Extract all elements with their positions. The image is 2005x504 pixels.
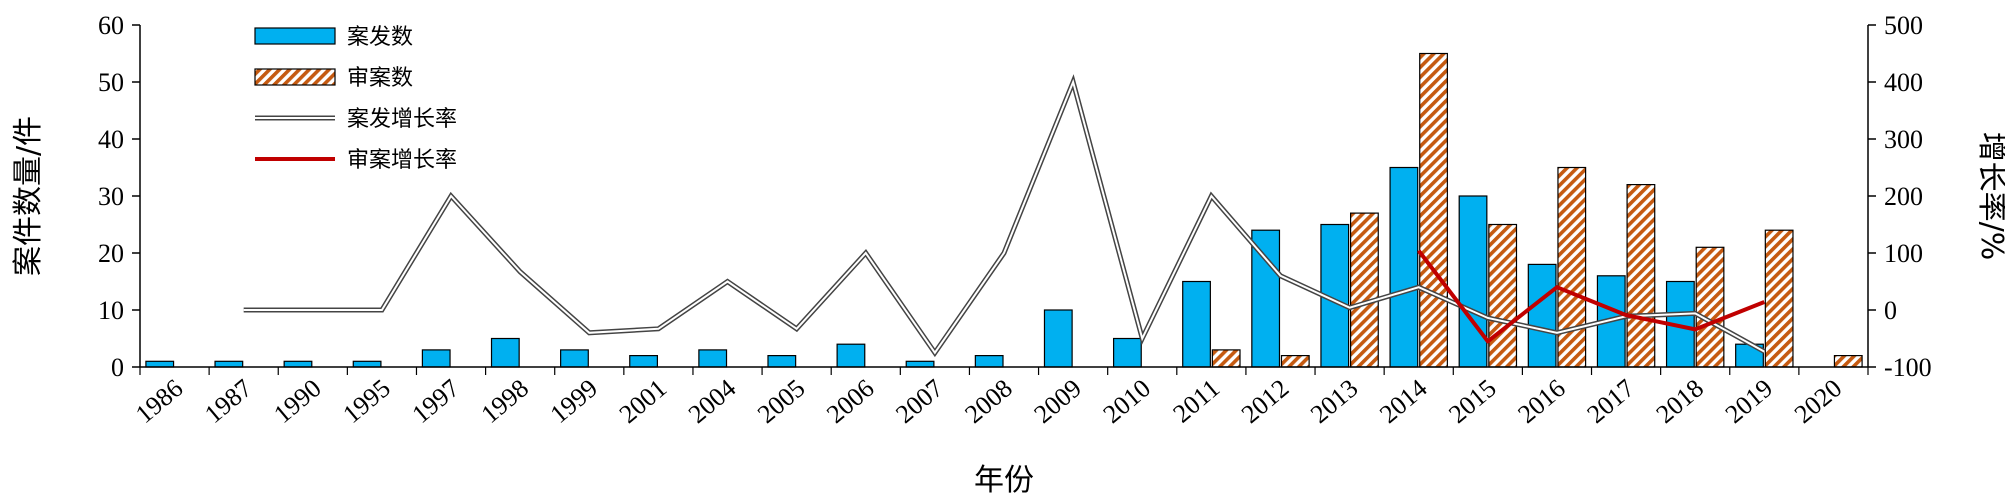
legend-label-0: 案发数	[347, 25, 413, 50]
bar-cases-2006	[836, 343, 866, 368]
x-tick-label: 2009	[1029, 373, 1087, 429]
bar-cases-1998	[490, 337, 520, 368]
y-right-tick-label: 0	[1884, 296, 1897, 325]
x-tick-label: 2019	[1720, 373, 1778, 429]
bar-cases-2016	[1527, 263, 1557, 368]
x-tick-label: 1995	[337, 373, 395, 429]
y-left-tick-label: 50	[98, 68, 124, 97]
x-tick-label: 2020	[1789, 373, 1847, 429]
x-tick-label: 2011	[1167, 373, 1225, 428]
x-tick-label: 2006	[821, 373, 879, 429]
bar-cases-1997	[421, 349, 451, 368]
x-tick-label: 2010	[1098, 373, 1156, 429]
x-tick-label: 1998	[476, 373, 534, 429]
y-right-tick-label: 400	[1884, 68, 1923, 97]
bar-cases-2010	[1112, 337, 1142, 368]
y-axis-right-title: 增长率/%	[1974, 132, 2005, 261]
bar-trials-2011	[1211, 349, 1241, 368]
x-tick-label: 2007	[890, 373, 948, 429]
bar-trials-2016	[1557, 166, 1587, 368]
bar-cases-1986	[145, 360, 175, 368]
bar-cases-2008	[974, 355, 1004, 368]
y-axis-left-title: 案件数量/件	[11, 116, 46, 276]
x-tick-label: 2001	[614, 373, 672, 429]
legend-label-1: 审案数	[347, 66, 413, 91]
x-axis-title: 年份	[974, 463, 1034, 498]
bar-trials-2014	[1419, 52, 1448, 368]
y-right-tick-label: 100	[1884, 239, 1923, 268]
y-left-tick-label: 10	[98, 296, 124, 325]
bar-cases-2012	[1251, 229, 1281, 368]
y-left-tick-label: 20	[98, 239, 124, 268]
bar-trials-2020	[1833, 355, 1863, 368]
legend-label-2: 案发增长率	[347, 107, 457, 132]
y-left-tick-label: 60	[98, 11, 124, 40]
y-right-tick-label: 300	[1884, 125, 1923, 154]
bar-cases-2011	[1182, 280, 1211, 368]
bar-cases-1995	[352, 360, 382, 368]
bar-cases-2004	[698, 349, 728, 368]
y-right-tick-label: 500	[1884, 11, 1923, 40]
x-tick-label: 2012	[1236, 373, 1294, 429]
x-tick-label: 2014	[1374, 373, 1432, 429]
x-tick-label: 2018	[1651, 373, 1709, 429]
y-left-tick-label: 0	[111, 353, 124, 382]
x-tick-label: 2005	[752, 373, 810, 429]
bar-trials-2018	[1695, 246, 1725, 368]
bar-trials-2015	[1488, 223, 1518, 368]
x-tick-label: 1999	[545, 373, 603, 429]
x-tick-label: 1997	[406, 373, 464, 429]
x-tick-label: 2016	[1512, 373, 1570, 429]
x-tick-label: 2013	[1305, 373, 1363, 429]
bar-cases-2007	[905, 360, 935, 368]
legend-key-1	[254, 68, 336, 86]
bar-cases-2005	[767, 355, 797, 368]
x-tick-label: 1987	[199, 373, 257, 429]
y-left-tick-label: 40	[98, 125, 124, 154]
bar-cases-2001	[629, 355, 659, 368]
bar-cases-1990	[283, 360, 313, 368]
bar-cases-1987	[214, 360, 244, 368]
bar-cases-2014	[1389, 166, 1419, 368]
line-trial-growth	[1417, 249, 1766, 344]
bar-trials-2013	[1349, 212, 1379, 368]
bar-trials-2019	[1764, 229, 1794, 368]
x-tick-label: 2015	[1443, 373, 1501, 429]
y-right-tick-label: 200	[1884, 182, 1923, 211]
bar-trials-2017	[1626, 184, 1656, 368]
bar-cases-2009	[1043, 309, 1073, 368]
x-tick-label: 2017	[1581, 373, 1639, 429]
y-left-tick-label: 30	[98, 182, 124, 211]
legend-key-0	[254, 27, 336, 45]
y-right-tick-label: -100	[1884, 353, 1932, 382]
bar-cases-2015	[1458, 195, 1488, 368]
legend-label-3: 审案增长率	[347, 148, 457, 173]
bar-trials-2012	[1280, 355, 1310, 368]
bar-cases-1999	[560, 349, 589, 368]
x-tick-label: 2004	[683, 373, 741, 429]
x-tick-label: 1990	[268, 373, 326, 429]
x-tick-label: 1986	[130, 373, 188, 429]
x-tick-label: 2008	[959, 373, 1017, 429]
